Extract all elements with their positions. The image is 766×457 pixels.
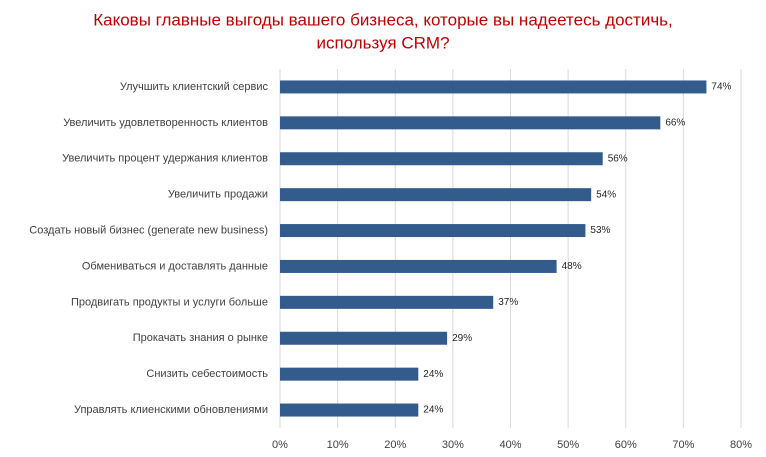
bar bbox=[280, 80, 707, 94]
bar bbox=[280, 367, 419, 381]
x-tick-label: 50% bbox=[557, 439, 579, 451]
chart-title: Каковы главные выгоды вашего бизнеса, ко… bbox=[93, 10, 673, 29]
value-label: 56% bbox=[608, 153, 628, 164]
x-tick-label: 80% bbox=[730, 439, 752, 451]
y-tick-label: Увеличить процент удержания клиентов bbox=[62, 153, 268, 165]
value-label: 37% bbox=[498, 297, 518, 308]
bar bbox=[280, 331, 448, 345]
value-label: 74% bbox=[711, 82, 731, 93]
x-tick-label: 60% bbox=[615, 439, 637, 451]
bar bbox=[280, 116, 661, 130]
y-tick-label: Прокачать знания о рынке bbox=[133, 332, 268, 344]
bar bbox=[280, 224, 586, 238]
x-tick-label: 70% bbox=[672, 439, 694, 451]
x-tick-label: 20% bbox=[384, 439, 406, 451]
y-tick-label: Снизить себестоимость bbox=[146, 368, 268, 380]
y-tick-label: Увеличить продажи bbox=[168, 189, 268, 201]
bar bbox=[280, 152, 603, 166]
y-tick-label: Управлять клиенскими обновлениями bbox=[74, 404, 268, 416]
value-label: 53% bbox=[590, 225, 610, 236]
value-label: 66% bbox=[665, 117, 685, 128]
value-label: 29% bbox=[452, 333, 472, 344]
bar bbox=[280, 259, 557, 273]
bar bbox=[280, 295, 494, 309]
value-label: 24% bbox=[423, 369, 443, 380]
x-tick-label: 30% bbox=[442, 439, 464, 451]
x-tick-label: 40% bbox=[499, 439, 521, 451]
value-label: 24% bbox=[423, 405, 443, 416]
y-tick-label: Продвигать продукты и услуги больше bbox=[71, 296, 268, 308]
x-tick-label: 10% bbox=[327, 439, 349, 451]
y-tick-label: Создать новый бизнес (generate new busin… bbox=[29, 224, 268, 236]
y-tick-label: Обмениваться и доставлять данные bbox=[82, 260, 268, 272]
y-tick-label: Увеличить удовлетворенность клиентов bbox=[63, 117, 268, 129]
x-tick-label: 0% bbox=[272, 439, 288, 451]
chart-title: используя CRM? bbox=[316, 33, 449, 52]
value-label: 54% bbox=[596, 189, 616, 200]
bar bbox=[280, 403, 419, 417]
value-label: 48% bbox=[562, 261, 582, 272]
bar bbox=[280, 188, 592, 202]
y-tick-label: Улучшить клиентский сервис bbox=[120, 81, 269, 93]
